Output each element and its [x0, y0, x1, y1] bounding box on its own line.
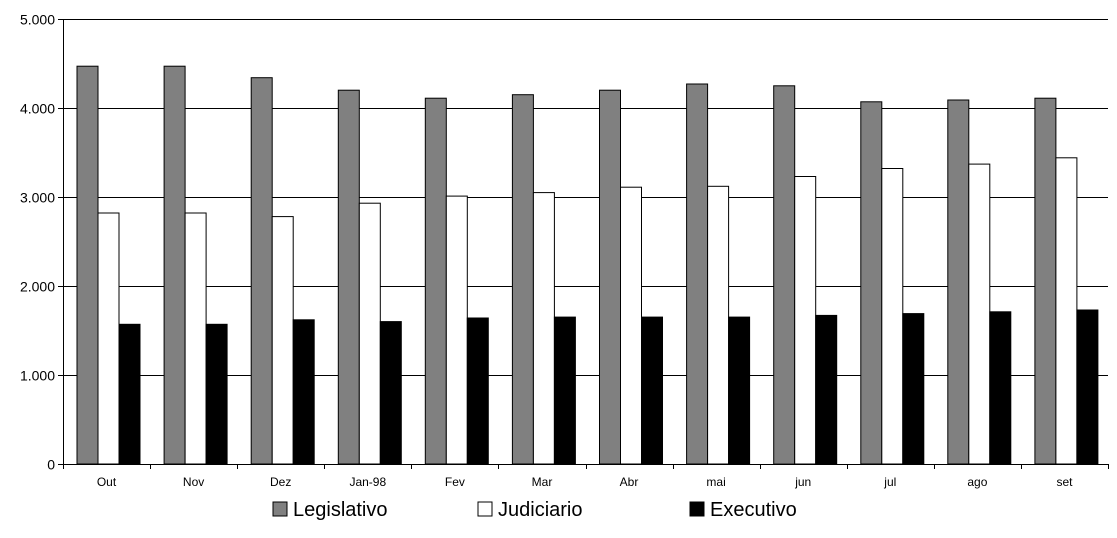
x-tick-label: Dez — [270, 475, 291, 489]
x-axis-tick-labels: Out Nov Dez Jan-98 Fev Mar Abr mai jun jul ago set — [97, 475, 1073, 489]
bar-legislativo-set — [1034, 97, 1057, 465]
bar-judiciario-set — [1055, 157, 1078, 465]
bar-judiciario-out — [97, 212, 120, 465]
bar-executivo-jun — [815, 314, 838, 465]
bar-judiciario-jun — [794, 176, 817, 465]
bar-legislativo-jul — [860, 101, 883, 465]
legend-swatch — [477, 501, 493, 517]
bar-judiciario-dez — [271, 216, 294, 465]
bar-executivo-dez — [292, 319, 315, 465]
bar-legislativo-dez — [250, 77, 273, 465]
bar-executivo-ago — [989, 311, 1012, 465]
x-tick-label: set — [1056, 475, 1073, 489]
legend: Legislativo Judiciario Executivo — [272, 499, 797, 521]
bar-executivo-abr — [641, 316, 663, 465]
x-tick-label: ago — [967, 475, 987, 489]
x-tick-label: Jan-98 — [349, 475, 386, 489]
y-axis-tick-labels: 0 1.000 2.000 3.000 4.000 5.000 — [20, 12, 55, 473]
bar-legislativo-abr — [599, 89, 621, 465]
y-tick-label: 1.000 — [20, 368, 55, 384]
bar-judiciario-abr — [620, 186, 642, 465]
legend-swatch — [689, 501, 705, 517]
bar-legislativo-mar — [511, 94, 534, 465]
legend-swatch — [272, 501, 288, 517]
x-tick-label: Abr — [620, 475, 639, 489]
y-tick-label: 5.000 — [20, 12, 55, 28]
bar-judiciario-jan-98 — [358, 202, 381, 465]
y-tick-label: 2.000 — [20, 279, 55, 295]
x-tick-label: Nov — [183, 475, 204, 489]
y-tick-label: 0 — [47, 457, 55, 473]
bar-executivo-fev — [466, 317, 489, 465]
bar-judiciario-mai — [707, 185, 730, 465]
bar-executivo-mar — [553, 316, 576, 465]
bar-legislativo-out — [76, 65, 99, 465]
x-tick-label: jun — [794, 475, 811, 489]
x-tick-label: Out — [97, 475, 117, 489]
x-tick-label: Mar — [532, 475, 553, 489]
x-tick-label: mai — [706, 475, 725, 489]
bar-judiciario-jul — [881, 168, 904, 465]
legend-label: Executivo — [710, 499, 797, 521]
x-tick-label: jul — [883, 475, 896, 489]
bar-judiciario-ago — [968, 163, 991, 465]
gridlines — [63, 19, 1108, 376]
bar-executivo-set — [1076, 309, 1099, 465]
bar-legislativo-mai — [686, 83, 709, 465]
bars — [76, 65, 1099, 465]
bar-legislativo-jun — [773, 85, 796, 465]
bar-executivo-jan-98 — [379, 321, 402, 465]
bar-legislativo-fev — [424, 97, 447, 465]
legend-label: Legislativo — [293, 499, 388, 521]
bar-executivo-jul — [902, 313, 925, 465]
bar-executivo-out — [118, 323, 141, 465]
y-tick-label: 4.000 — [20, 101, 55, 117]
bar-legislativo-ago — [947, 99, 970, 465]
legend-label: Judiciario — [498, 499, 582, 521]
bar-legislativo-jan-98 — [337, 89, 360, 465]
axes — [58, 19, 1109, 469]
x-tick-label: Fev — [445, 475, 465, 489]
bar-legislativo-nov — [163, 65, 186, 465]
bar-judiciario-mar — [532, 192, 555, 465]
bar-executivo-nov — [205, 323, 228, 465]
bar-judiciario-fev — [445, 195, 468, 465]
y-tick-label: 3.000 — [20, 190, 55, 206]
bar-executivo-mai — [728, 316, 751, 465]
bar-judiciario-nov — [184, 212, 207, 465]
